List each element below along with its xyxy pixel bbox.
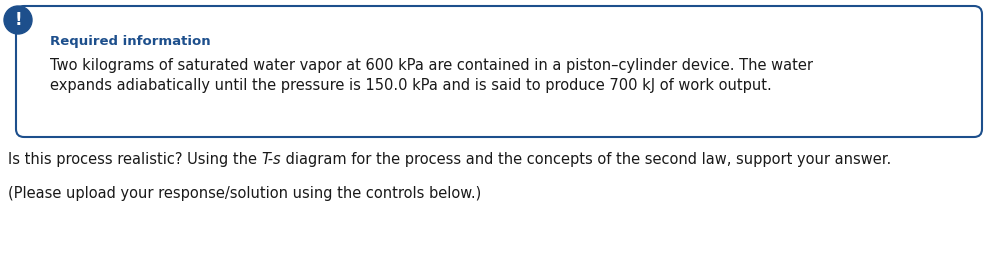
Text: !: ! xyxy=(14,11,22,29)
Text: (Please upload your response/solution using the controls below.): (Please upload your response/solution us… xyxy=(8,186,481,201)
Text: T-s: T-s xyxy=(261,152,281,167)
Text: diagram for the process and the concepts of the second law, support your answer.: diagram for the process and the concepts… xyxy=(281,152,891,167)
FancyBboxPatch shape xyxy=(16,6,982,137)
Text: expands adiabatically until the pressure is 150.0 kPa and is said to produce 700: expands adiabatically until the pressure… xyxy=(50,78,771,93)
Text: Two kilograms of saturated water vapor at 600 kPa are contained in a piston–cyli: Two kilograms of saturated water vapor a… xyxy=(50,58,813,73)
Text: Is this process realistic? Using the: Is this process realistic? Using the xyxy=(8,152,261,167)
Text: Required information: Required information xyxy=(50,35,211,48)
Circle shape xyxy=(4,6,32,34)
